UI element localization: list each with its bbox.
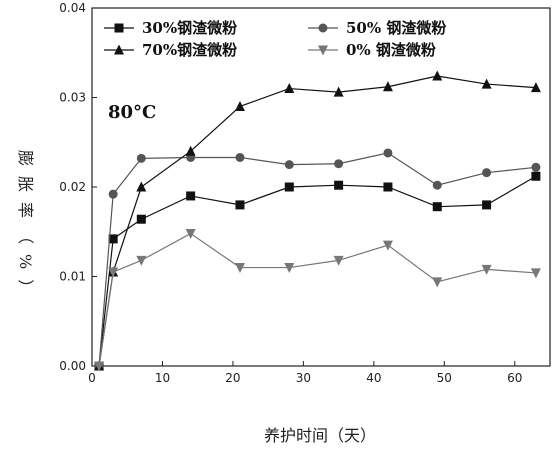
legend-item-30pct: 30%钢渣微粉	[104, 19, 237, 37]
legend-marker	[114, 44, 124, 55]
legend-marker	[114, 23, 124, 33]
data-point	[94, 361, 105, 372]
data-point	[481, 78, 492, 89]
data-point	[284, 160, 294, 170]
data-point	[432, 202, 442, 212]
axis-ticks: 0 10 20 30 40 50 60 0.00 0.01 0.02 0.03 0.04	[59, 1, 522, 385]
legend-label-50pct: 50% 钢渣微粉	[346, 19, 446, 37]
data-point	[185, 145, 196, 156]
data-point	[382, 81, 393, 92]
series-line	[98, 75, 536, 367]
x-axis-label: 养护时间（天）	[264, 426, 376, 445]
data-point	[482, 168, 492, 178]
data-point	[333, 255, 344, 266]
series-layer	[94, 70, 541, 372]
y-tick-label: 0.01	[59, 270, 86, 284]
data-point	[482, 200, 492, 210]
data-point	[108, 234, 118, 244]
x-tick-label: 60	[507, 371, 522, 385]
data-point	[334, 180, 344, 190]
data-point	[481, 264, 492, 275]
data-point	[136, 255, 147, 266]
data-point	[186, 191, 196, 201]
data-point	[185, 229, 196, 240]
data-point	[531, 162, 541, 172]
data-point	[108, 267, 119, 278]
legend-label-0pct: 0% 钢渣微粉	[346, 41, 436, 59]
series-0	[94, 171, 541, 371]
data-point	[531, 171, 541, 181]
y-axis-label: 膨胀率（%）	[16, 150, 35, 305]
data-point	[136, 153, 146, 163]
data-point	[284, 83, 295, 94]
legend-marker	[318, 45, 328, 56]
data-point	[432, 180, 442, 190]
data-point	[530, 82, 541, 93]
x-tick-label: 10	[155, 371, 170, 385]
series-line	[98, 232, 536, 367]
data-point	[136, 214, 146, 224]
data-point	[432, 70, 443, 81]
data-point	[108, 189, 118, 199]
data-point	[432, 277, 443, 288]
x-tick-label: 40	[366, 371, 381, 385]
series-line	[98, 175, 537, 367]
data-point	[284, 182, 294, 192]
y-tick-label: 0.03	[59, 91, 86, 105]
data-point	[234, 100, 245, 111]
temperature-annotation: 80°C	[108, 102, 156, 123]
legend-marker	[318, 23, 328, 33]
x-tick-label: 20	[225, 371, 240, 385]
data-point	[383, 148, 393, 158]
series-1	[94, 148, 541, 371]
legend-item-0pct: 0% 钢渣微粉	[308, 41, 436, 59]
legend-label-70pct: 70%钢渣微粉	[142, 41, 237, 59]
data-point	[333, 86, 344, 97]
data-point	[235, 200, 245, 210]
data-point	[234, 263, 245, 274]
data-point	[530, 268, 541, 279]
y-tick-label: 0.02	[59, 180, 86, 194]
plot-area-frame	[91, 7, 551, 367]
x-tick-label: 50	[437, 371, 452, 385]
data-point	[383, 182, 393, 192]
series-line	[98, 152, 536, 367]
data-point	[136, 181, 147, 192]
x-tick-label: 0	[88, 371, 96, 385]
data-point	[235, 152, 245, 162]
legend-item-50pct: 50% 钢渣微粉	[308, 19, 446, 37]
legend-item-70pct: 70%钢渣微粉	[104, 41, 237, 59]
y-tick-label: 0.04	[59, 1, 86, 15]
data-point	[382, 240, 393, 251]
data-point	[284, 263, 295, 274]
series-2	[94, 70, 541, 371]
legend-label-30pct: 30%钢渣微粉	[142, 19, 237, 37]
data-point	[334, 159, 344, 169]
legend: 30%钢渣微粉 50% 钢渣微粉 70%钢渣微粉 0% 钢渣微粉	[104, 19, 446, 59]
series-3	[94, 229, 541, 372]
y-tick-label: 0.00	[59, 359, 86, 373]
x-tick-label: 30	[296, 371, 311, 385]
